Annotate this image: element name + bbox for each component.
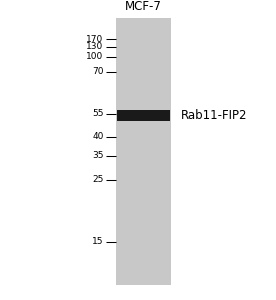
Text: 70: 70 [92,68,104,76]
Text: 15: 15 [92,237,104,246]
Text: 100: 100 [86,52,104,62]
Text: 130: 130 [86,42,104,51]
Text: 40: 40 [92,132,104,141]
Text: 170: 170 [86,34,104,43]
Text: 35: 35 [92,152,104,160]
Bar [116,18,171,285]
Text: 25: 25 [92,176,104,184]
Text: MCF-7: MCF-7 [125,1,162,13]
Bar [117,110,170,121]
Text: Rab11-FIP2: Rab11-FIP2 [181,109,247,122]
Text: 55: 55 [92,110,104,118]
